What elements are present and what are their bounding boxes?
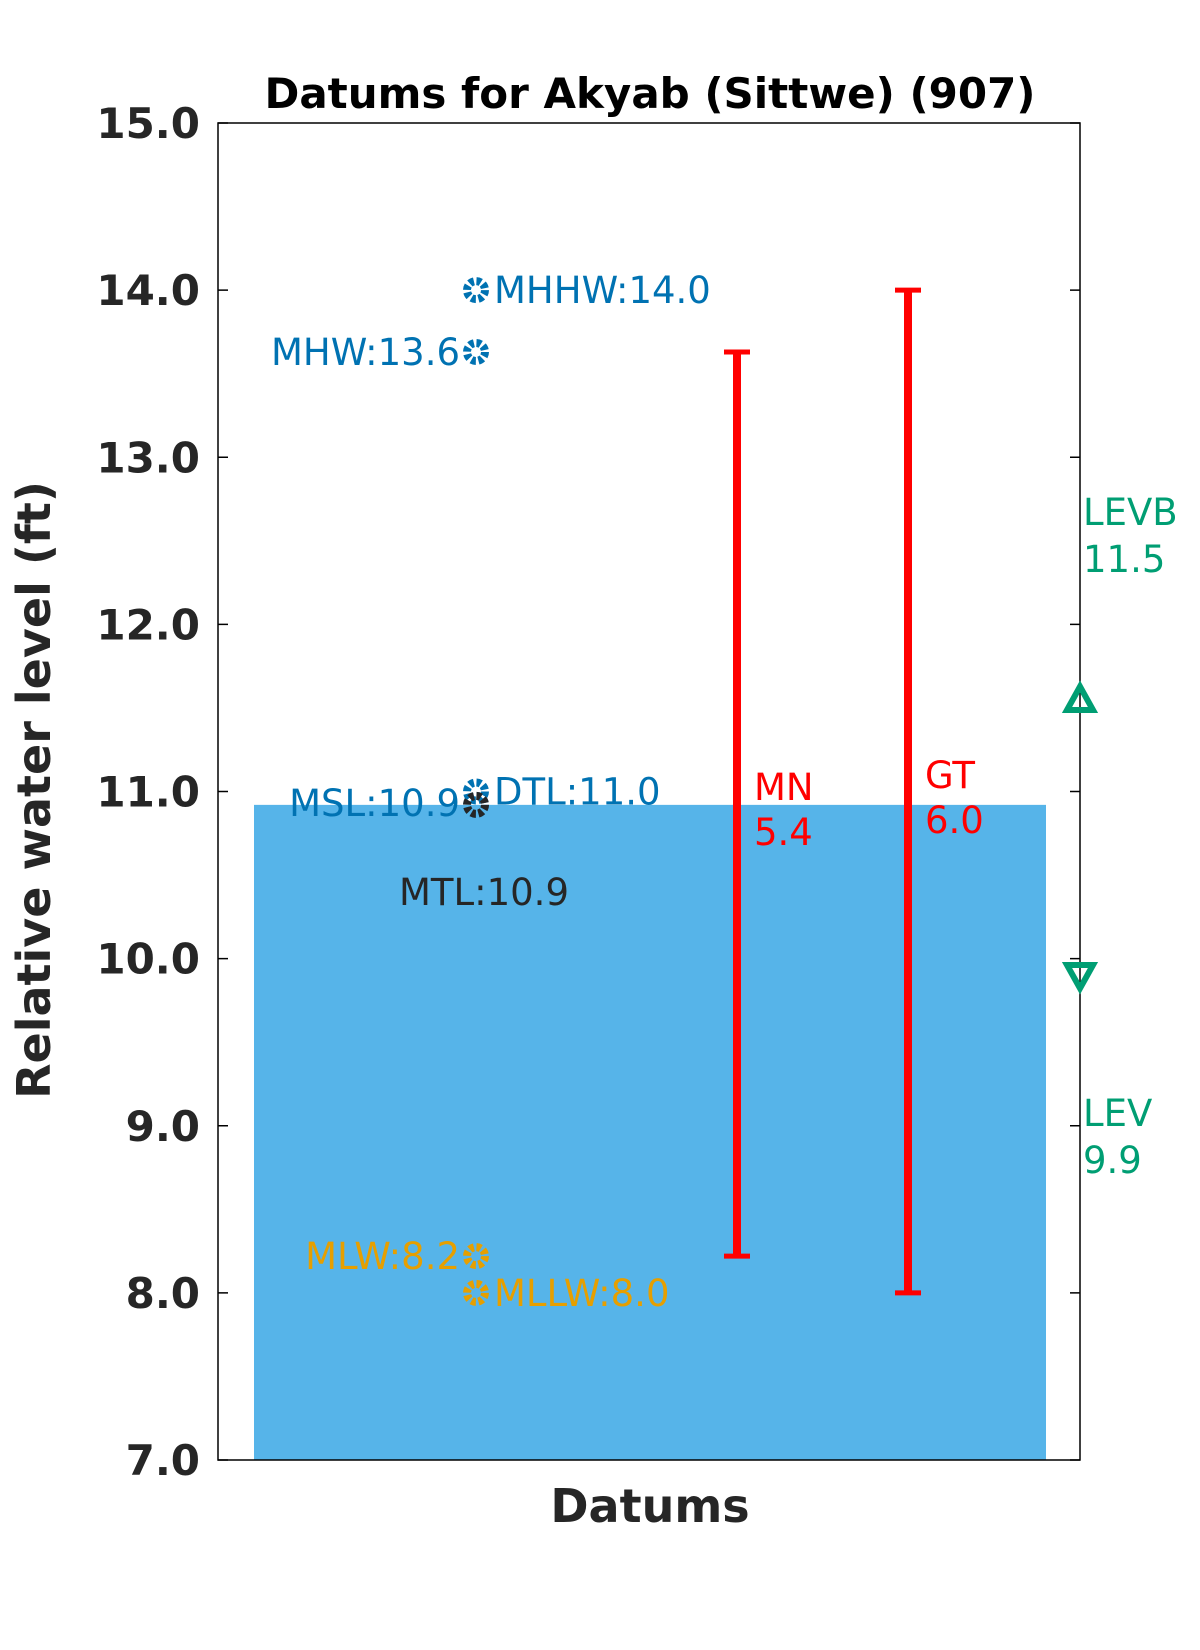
- datum-marker: [463, 1279, 489, 1306]
- chart-title: Datums for Akyab (Sittwe) (907): [264, 69, 1035, 118]
- datum-markers: MHHW:14.0 MHW:13.6 DTL:11.0 MSL:10.9 MTL:10.…: [271, 269, 711, 1315]
- datum-point-mllw: MLLW:8.0: [463, 1272, 669, 1315]
- y-tick-label: 8.0: [126, 1269, 200, 1318]
- datum-marker: [463, 791, 489, 818]
- datum-marker: [463, 1243, 489, 1270]
- y-tick-label: 9.0: [126, 1102, 200, 1151]
- y-tick-label: 15.0: [96, 99, 200, 148]
- y-axis-ticks: 7.0 8.0 9.0 10.0 11.0 12.0 13.0 14.0 15.0: [96, 99, 1080, 1485]
- datum-point-mhhw: MHHW:14.0: [463, 269, 711, 312]
- x-axis-label: Datums: [550, 1479, 749, 1533]
- datum-point-msl: MSL:10.9: [289, 782, 489, 825]
- datum-point-mtl: MTL:10.9: [399, 791, 569, 914]
- y-tick-label: 10.0: [96, 935, 200, 984]
- datum-marker: [463, 277, 489, 304]
- datum-marker: [463, 338, 489, 365]
- datum-label: MHHW:14.0: [494, 269, 711, 312]
- extreme-label-name: LEVB: [1083, 491, 1178, 534]
- extreme-marker: [1061, 680, 1099, 713]
- datum-label: MLW:8.2: [305, 1235, 460, 1278]
- datum-point-dtl: DTL:11.0: [463, 771, 661, 814]
- datum-label: MTL:10.9: [399, 871, 569, 914]
- extreme-label-name: LEV: [1083, 1092, 1152, 1135]
- y-tick-label: 12.0: [96, 600, 200, 649]
- datum-point-mhw: MHW:13.6: [271, 331, 489, 374]
- extreme-label-value: 9.9: [1083, 1139, 1142, 1182]
- range-label-value: 6.0: [925, 799, 984, 842]
- y-axis-label: Relative water level (ft): [7, 481, 61, 1099]
- water-level-fill: [254, 804, 1046, 1460]
- y-tick-label: 13.0: [96, 433, 200, 482]
- range-label-name: MN: [754, 766, 814, 809]
- water-layer: [254, 804, 1046, 1460]
- datum-marker: [463, 778, 489, 805]
- datum-label: DTL:11.0: [494, 771, 661, 814]
- extreme-label-value: 11.5: [1083, 538, 1165, 581]
- datum-label: MHW:13.6: [271, 331, 460, 374]
- range-bars: MN5.4 GT6.0: [724, 287, 984, 1296]
- y-tick-label: 11.0: [96, 768, 200, 817]
- datum-label: MLLW:8.0: [494, 1272, 669, 1315]
- y-tick-label: 7.0: [126, 1436, 200, 1485]
- datum-point-mlw: MLW:8.2: [305, 1235, 489, 1278]
- range-label-name: GT: [925, 754, 975, 797]
- extreme-marker: [1061, 961, 1099, 995]
- range-label-value: 5.4: [754, 811, 813, 854]
- y-tick-label: 14.0: [96, 266, 200, 315]
- datum-label: MSL:10.9: [289, 782, 460, 825]
